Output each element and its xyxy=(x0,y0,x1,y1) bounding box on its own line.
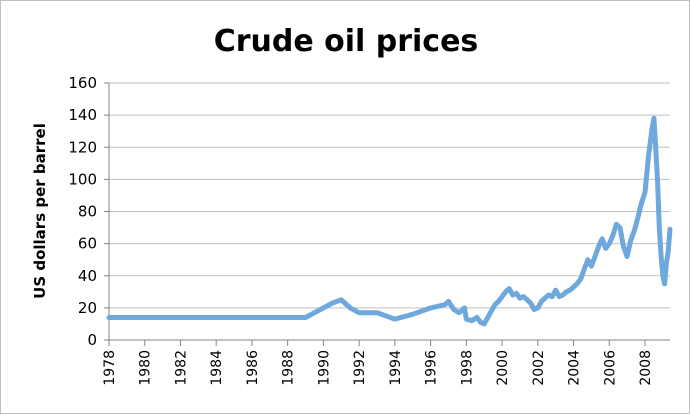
x-tick-label: 1994 xyxy=(388,350,404,386)
x-tick-label: 2008 xyxy=(638,350,654,386)
x-tick-label: 1986 xyxy=(245,350,261,386)
x-tick-label: 1998 xyxy=(459,350,475,386)
y-tick-label: 60 xyxy=(78,235,97,253)
y-tick-label: 20 xyxy=(78,299,97,317)
x-tick-label: 1982 xyxy=(173,350,189,386)
y-axis-label: US dollars per barrel xyxy=(31,123,49,299)
y-tick-label: 80 xyxy=(78,203,97,221)
x-tick-label: 1980 xyxy=(138,350,154,386)
x-tick-label: 1988 xyxy=(281,350,297,386)
x-tick-label: 2000 xyxy=(495,350,511,386)
x-tick-label: 1992 xyxy=(352,350,368,386)
x-tick-label: 2002 xyxy=(531,350,547,386)
y-tick-label: 0 xyxy=(87,331,97,349)
x-axis-ticks: 1978 1980 1982 1984 1986 1988 1990 1992 1994 1996… xyxy=(102,340,654,386)
series xyxy=(106,115,673,327)
y-tick-label: 40 xyxy=(78,267,97,285)
y-tick-label: 140 xyxy=(68,106,97,124)
x-tick-label: 1978 xyxy=(102,350,118,386)
x-tick-label: 1996 xyxy=(424,350,440,386)
y-tick-label: 100 xyxy=(68,170,97,188)
y-tick-label: 160 xyxy=(68,74,97,92)
y-axis-ticks: 0 20 40 60 80 100 120 140 160 xyxy=(68,74,109,349)
gridlines xyxy=(109,82,670,309)
x-tick-label: 2006 xyxy=(602,350,618,386)
x-tick-label: 1990 xyxy=(316,350,332,386)
chart-title: Crude oil prices xyxy=(214,24,479,59)
x-tick-label: 2004 xyxy=(567,350,583,386)
series-line-0 xyxy=(106,115,673,327)
x-tick-label: 1984 xyxy=(209,350,225,386)
y-tick-label: 120 xyxy=(68,138,97,156)
axes xyxy=(108,83,670,341)
